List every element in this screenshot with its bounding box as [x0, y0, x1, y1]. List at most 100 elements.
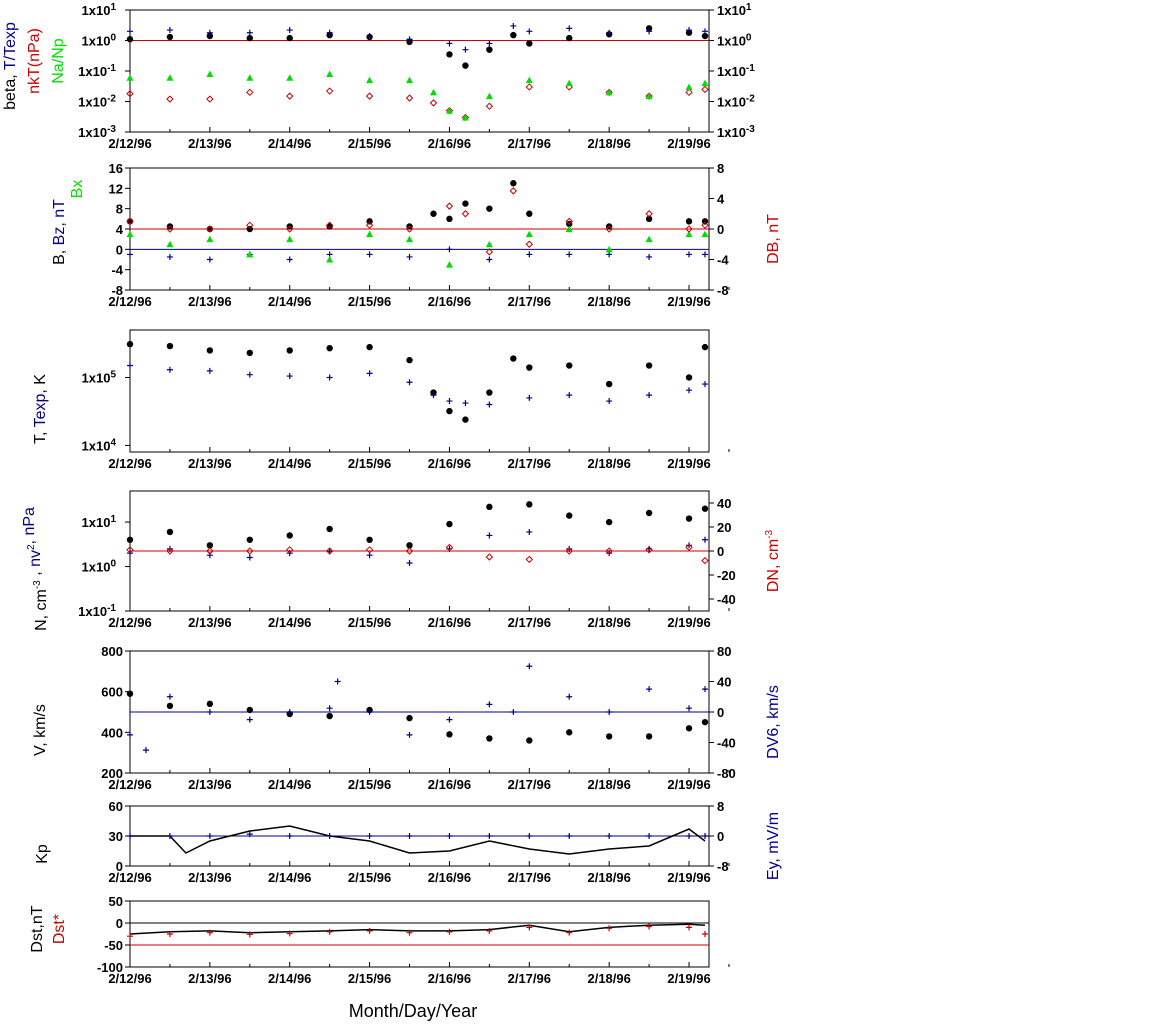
y-tick-label: 8: [116, 202, 123, 217]
data-point: [685, 543, 693, 552]
data-point: [526, 394, 533, 401]
y2-tick-label: -40: [717, 736, 736, 751]
series-1: [127, 246, 709, 263]
data-point: [166, 27, 173, 34]
data-point: [485, 240, 493, 248]
data-point: [526, 737, 533, 744]
data-point: [701, 505, 709, 512]
data-point: [206, 367, 213, 374]
data-point: [206, 29, 213, 36]
data-point: [206, 347, 214, 354]
x-tick-label: 2/16/96: [428, 777, 471, 792]
data-point: [366, 251, 373, 258]
data-point: [525, 230, 533, 238]
y2-tick-label: 4: [717, 192, 725, 207]
data-point: [605, 88, 613, 96]
data-point: [166, 33, 174, 41]
series-0: [126, 501, 709, 549]
data-point: [646, 833, 653, 839]
y-tick-label: 1x100: [82, 33, 117, 49]
y-tick-label: 60: [109, 799, 123, 814]
y2-tick-label: -4: [717, 253, 729, 268]
data-point: [366, 218, 373, 225]
y-tick-label: 400: [101, 725, 123, 740]
data-point: [510, 31, 517, 39]
x-tick-label: 2/12/96: [108, 456, 151, 471]
data-point: [605, 547, 613, 555]
data-point: [486, 46, 493, 53]
data-point: [206, 235, 214, 243]
data-point: [510, 22, 517, 29]
data-point: [509, 187, 518, 195]
data-point: [206, 225, 214, 233]
data-point: [406, 36, 413, 43]
x-tick-label: 2/15/96: [348, 870, 391, 885]
data-point: [645, 215, 653, 223]
data-point: [366, 230, 374, 238]
data-point: [326, 705, 333, 712]
data-point: [365, 92, 374, 100]
x-tick-label: 2/14/96: [268, 615, 311, 630]
data-point: [686, 924, 693, 931]
data-point: [126, 90, 134, 98]
y-tick-label: 600: [101, 685, 123, 700]
data-point: [486, 40, 493, 47]
data-point: [486, 833, 493, 839]
data-point: [406, 379, 413, 386]
data-point: [166, 547, 174, 555]
x-tick-label: 2/13/96: [188, 456, 231, 471]
data-point: [142, 747, 149, 754]
data-point: [461, 210, 470, 218]
data-point: [406, 235, 414, 243]
data-point: [326, 525, 333, 533]
plot-frame: [129, 9, 710, 133]
y2-tick-label: 1x10-2: [717, 94, 755, 110]
data-point: [525, 83, 534, 91]
data-point: [486, 735, 493, 742]
data-point: [366, 927, 373, 934]
data-point: [486, 389, 493, 396]
data-point: [166, 702, 174, 710]
data-point: [486, 701, 493, 708]
data-point: [486, 256, 493, 263]
data-point: [406, 542, 413, 549]
x-tick-label: 2/19/96: [667, 971, 710, 986]
data-point: [485, 92, 493, 100]
y-tick-label: 200: [101, 766, 123, 781]
data-point: [126, 217, 134, 226]
series-1: [127, 528, 709, 567]
data-point: [366, 833, 373, 839]
data-point: [605, 245, 613, 253]
y-tick-label: 4: [116, 222, 124, 237]
x-tick-label: 2/15/96: [348, 777, 391, 792]
x-tick-label: 2/12/96: [108, 971, 151, 986]
data-point: [685, 218, 693, 225]
data-point: [526, 924, 533, 931]
x-tick-label: 2/19/96: [667, 615, 710, 630]
data-point: [126, 546, 134, 554]
data-point: [166, 342, 174, 350]
data-point: [645, 733, 653, 740]
y2-axis-label: Ey, mV/m: [765, 812, 782, 880]
data-point: [646, 392, 653, 399]
series-2: [126, 225, 709, 268]
data-point: [406, 731, 413, 738]
data-point: [566, 362, 573, 369]
data-point: [246, 225, 253, 233]
x-tick-label: 2/18/96: [587, 615, 630, 630]
series-1: [127, 22, 709, 53]
data-point: [461, 113, 469, 121]
data-point: [286, 74, 294, 81]
series-0: [126, 340, 709, 423]
data-point: [246, 716, 253, 723]
y-axis-label-2: Dst*: [51, 914, 68, 944]
y2-tick-label: 8: [717, 799, 724, 814]
data-point: [566, 929, 573, 936]
series-0: [130, 825, 706, 855]
y2-tick-label: 80: [717, 644, 731, 659]
data-point: [326, 374, 333, 381]
data-point: [526, 833, 533, 839]
y-tick-label: -4: [111, 263, 123, 278]
x-tick-label: 2/17/96: [508, 870, 551, 885]
y2-axis-label: DB, nT: [765, 214, 782, 264]
